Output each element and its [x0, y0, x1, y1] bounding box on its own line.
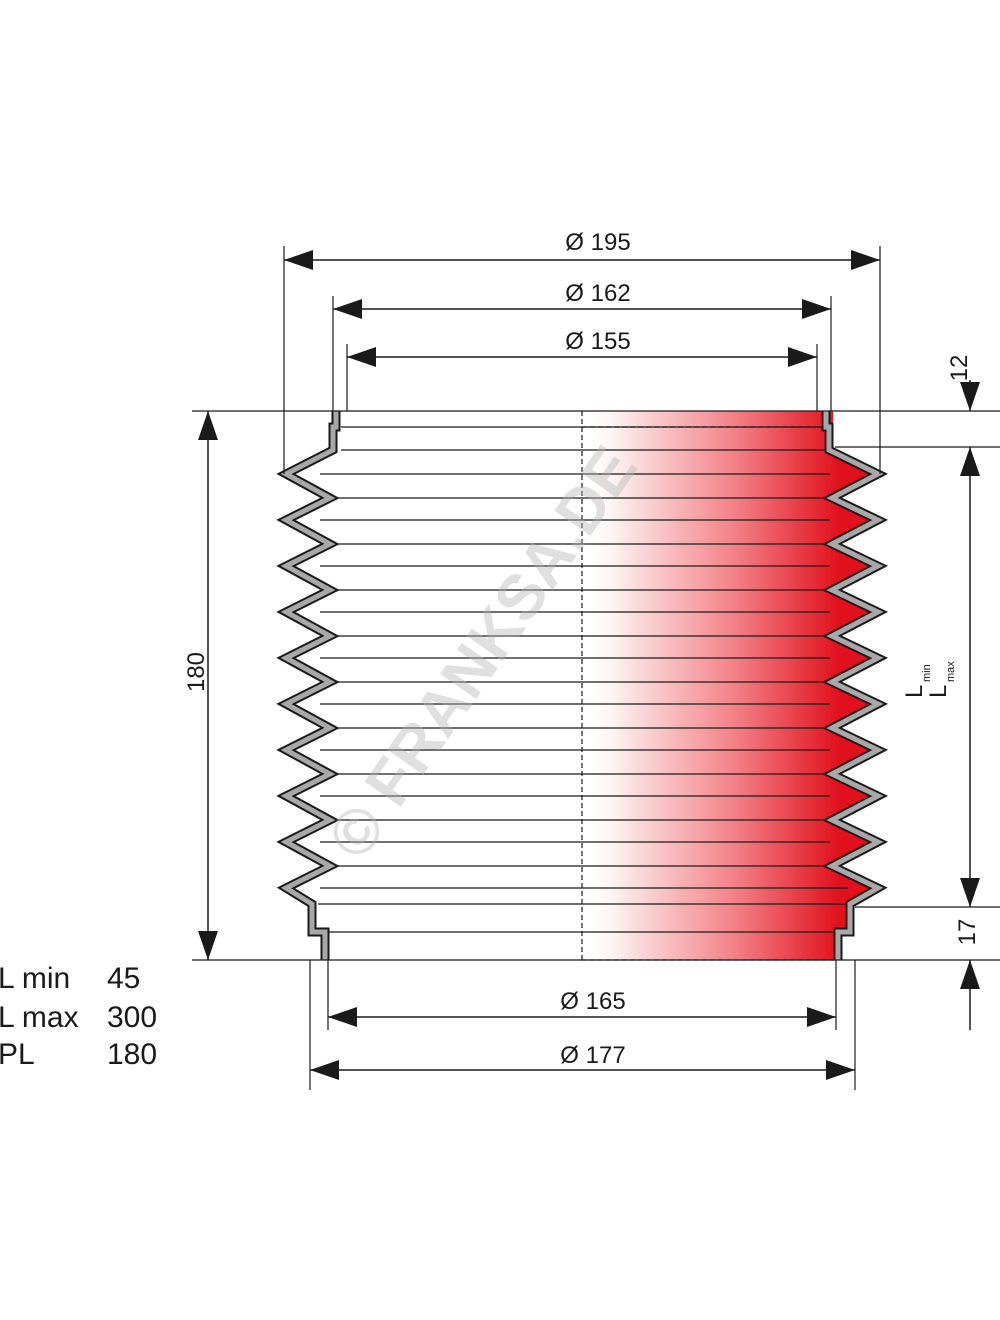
length-label-max: L	[925, 685, 952, 698]
spec-value-lmin: 45	[107, 962, 140, 995]
spec-value-lmax: 300	[107, 1001, 157, 1034]
dim-flange-diameter-top: Ø 162	[565, 280, 630, 307]
left-wall-profile-fill	[280, 411, 339, 960]
section-gradient-fill	[580, 411, 878, 960]
length-label-max-sub: max	[945, 661, 957, 682]
dimension-lines	[198, 250, 980, 1080]
length-range-label: L min L max	[901, 661, 957, 698]
fold-lines	[318, 426, 850, 933]
extension-lines	[192, 246, 1000, 1090]
length-label-min: L	[901, 685, 928, 698]
right-wall-profile-fill	[823, 411, 884, 960]
spec-label-lmax: L max	[0, 1001, 79, 1034]
dim-outer-diameter-bottom: Ø 177	[560, 1042, 625, 1069]
dim-inner-diameter-bottom: Ø 165	[560, 988, 625, 1015]
dim-top-collar-height: 12	[946, 355, 973, 382]
dim-bottom-collar-height: 17	[954, 919, 981, 946]
length-label-min-sub: min	[921, 664, 933, 682]
dim-inner-diameter-top: Ø 155	[565, 328, 630, 355]
section-gradient-group	[580, 411, 878, 960]
dim-outer-diameter-top: Ø 195	[565, 229, 630, 256]
dim-total-height: 180	[183, 652, 210, 692]
spec-label-lmin: L min	[0, 962, 70, 995]
spec-value-pl: 180	[107, 1038, 157, 1071]
spec-table: L min 45 L max 300 PL 180	[0, 962, 157, 1071]
spec-label-pl: PL	[0, 1038, 35, 1071]
